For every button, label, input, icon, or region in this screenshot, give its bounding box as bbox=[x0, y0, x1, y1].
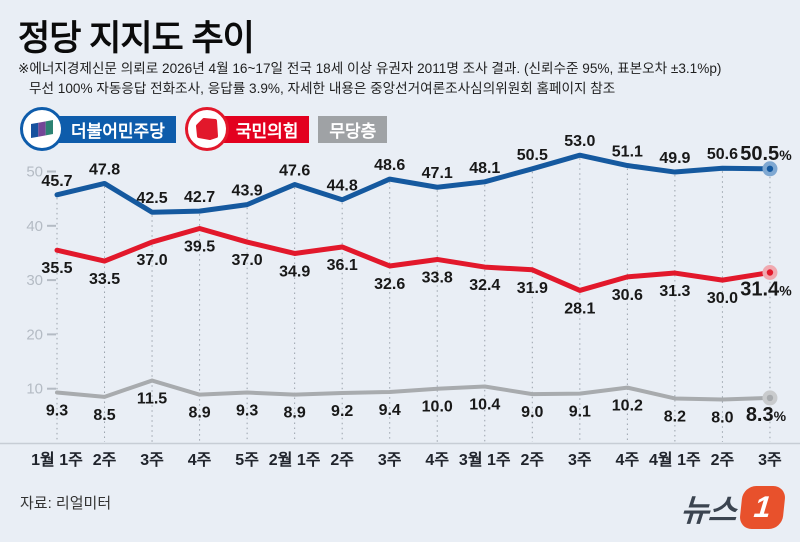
survey-note-line2: 무선 100% 자동응답 전화조사, 응답률 3.9%, 자세한 내용은 중앙선… bbox=[29, 81, 616, 96]
svg-text:11.5: 11.5 bbox=[137, 391, 167, 408]
svg-text:10.2: 10.2 bbox=[612, 398, 643, 415]
svg-text:8.2: 8.2 bbox=[664, 408, 686, 425]
svg-text:9.4: 9.4 bbox=[379, 402, 401, 419]
svg-text:36.1: 36.1 bbox=[327, 257, 358, 274]
svg-text:39.5: 39.5 bbox=[184, 239, 215, 256]
svg-text:3주: 3주 bbox=[378, 451, 402, 469]
svg-text:3주: 3주 bbox=[568, 451, 592, 469]
svg-text:47.8: 47.8 bbox=[89, 161, 120, 178]
svg-text:4주: 4주 bbox=[425, 451, 449, 469]
svg-text:51.1: 51.1 bbox=[612, 144, 643, 161]
svg-text:4월 1주: 4월 1주 bbox=[649, 451, 701, 469]
news1-logo-mark: 1 bbox=[738, 486, 787, 529]
svg-text:50: 50 bbox=[26, 164, 43, 181]
news1-logo-text: 뉴스 bbox=[679, 493, 738, 528]
svg-text:2주: 2주 bbox=[93, 451, 117, 469]
svg-text:2월 1주: 2월 1주 bbox=[269, 451, 321, 469]
svg-text:2주: 2주 bbox=[520, 451, 544, 469]
svg-text:8.9: 8.9 bbox=[284, 405, 306, 422]
svg-text:30.0: 30.0 bbox=[707, 290, 738, 307]
svg-text:3주: 3주 bbox=[758, 451, 782, 469]
legend-item-unaffiliated: 무당층 bbox=[318, 115, 388, 143]
svg-text:30: 30 bbox=[26, 272, 43, 289]
end-marker-dot bbox=[766, 269, 774, 276]
svg-text:2주: 2주 bbox=[330, 451, 354, 469]
line-더불어민주당 bbox=[54, 152, 773, 215]
people-power-party-logo-icon bbox=[184, 107, 229, 151]
svg-text:45.7: 45.7 bbox=[41, 173, 72, 190]
svg-text:44.8: 44.8 bbox=[327, 178, 358, 195]
democratic-party-logo-icon bbox=[20, 107, 64, 151]
svg-text:50.5: 50.5 bbox=[517, 147, 548, 164]
svg-text:31.3: 31.3 bbox=[659, 283, 690, 300]
svg-text:34.9: 34.9 bbox=[279, 263, 310, 280]
svg-text:37.0: 37.0 bbox=[136, 252, 167, 269]
svg-text:9.3: 9.3 bbox=[236, 403, 258, 420]
end-marker-dot bbox=[766, 165, 774, 172]
svg-text:9.0: 9.0 bbox=[521, 404, 543, 421]
x-axis-labels: 1월 1주 2주 3주 4주 5주 2월 1주 2주 3주 4주 3월 1주 2주 3주 4주 4월 1주… bbox=[31, 451, 782, 469]
svg-text:43.9: 43.9 bbox=[232, 183, 263, 200]
svg-text:50.6: 50.6 bbox=[707, 146, 738, 163]
end-marker-dot bbox=[766, 394, 774, 402]
svg-text:49.9: 49.9 bbox=[659, 150, 690, 167]
svg-text:53.0: 53.0 bbox=[564, 133, 595, 150]
svg-text:33.8: 33.8 bbox=[422, 269, 453, 286]
svg-text:2주: 2주 bbox=[711, 451, 735, 469]
svg-text:8.5: 8.5 bbox=[93, 407, 115, 424]
value-labels-무당층: 9.3 8.5 11.5 8.9 9.3 8.9 9.2 9.4 10.0 10.4 9.0 9.1 1… bbox=[46, 391, 787, 427]
svg-text:10.0: 10.0 bbox=[422, 399, 453, 416]
svg-text:20: 20 bbox=[26, 326, 43, 343]
svg-text:8.3%: 8.3% bbox=[746, 404, 787, 426]
svg-text:4주: 4주 bbox=[616, 451, 640, 469]
y-axis: 10 20 30 40 50 bbox=[26, 164, 56, 398]
svg-text:8.0: 8.0 bbox=[711, 410, 733, 427]
svg-text:50.5%: 50.5% bbox=[740, 143, 792, 165]
svg-text:37.0: 37.0 bbox=[232, 252, 263, 269]
svg-text:10.4: 10.4 bbox=[469, 397, 500, 414]
svg-text:9.3: 9.3 bbox=[46, 403, 68, 420]
svg-text:35.5: 35.5 bbox=[41, 260, 72, 277]
svg-text:31.9: 31.9 bbox=[517, 280, 548, 297]
legend: 더불어민주당 국민의힘 무당층 bbox=[20, 107, 396, 151]
line-국민의힘 bbox=[54, 226, 773, 293]
svg-text:47.1: 47.1 bbox=[422, 165, 453, 182]
svg-text:8.9: 8.9 bbox=[188, 405, 210, 422]
svg-text:30.6: 30.6 bbox=[612, 287, 643, 304]
source-label: 자료: 리얼미터 bbox=[20, 495, 112, 512]
svg-text:40: 40 bbox=[26, 218, 43, 235]
svg-text:3주: 3주 bbox=[140, 451, 164, 469]
legend-label-democratic-party: 더불어민주당 bbox=[58, 115, 176, 143]
svg-text:9.2: 9.2 bbox=[331, 403, 353, 420]
svg-text:28.1: 28.1 bbox=[564, 300, 595, 317]
survey-note-line1: ※에너지경제신문 의뢰로 2026년 4월 16~17일 전국 18세 이상 유… bbox=[18, 61, 722, 76]
svg-text:48.6: 48.6 bbox=[374, 157, 405, 174]
svg-text:32.4: 32.4 bbox=[469, 277, 500, 294]
legend-item-democratic-party: 더불어민주당 bbox=[20, 107, 176, 151]
line-무당층 bbox=[55, 378, 772, 402]
svg-text:32.6: 32.6 bbox=[374, 276, 405, 293]
svg-text:48.1: 48.1 bbox=[469, 160, 500, 177]
legend-item-people-power-party: 국민의힘 bbox=[184, 107, 310, 151]
page-title: 정당 지지도 추이 bbox=[18, 19, 255, 58]
legend-label-people-power-party: 국민의힘 bbox=[222, 115, 310, 143]
svg-text:33.5: 33.5 bbox=[89, 271, 120, 288]
survey-notes: ※에너지경제신문 의뢰로 2026년 4월 16~17일 전국 18세 이상 유… bbox=[18, 59, 796, 99]
svg-text:42.7: 42.7 bbox=[184, 189, 215, 206]
svg-text:1월 1주: 1월 1주 bbox=[31, 451, 83, 469]
svg-text:31.4%: 31.4% bbox=[740, 278, 792, 300]
value-labels-국민의힘: 35.5 33.5 37.0 39.5 37.0 34.9 36.1 32.6 33.8 32.4… bbox=[41, 239, 792, 318]
svg-text:5주: 5주 bbox=[235, 451, 259, 469]
news1-logo: 뉴스 1 bbox=[679, 485, 787, 530]
legend-label-unaffiliated: 무당층 bbox=[318, 115, 388, 143]
svg-text:4주: 4주 bbox=[188, 451, 212, 469]
svg-text:10: 10 bbox=[26, 381, 43, 398]
svg-text:42.5: 42.5 bbox=[136, 190, 167, 207]
svg-text:47.6: 47.6 bbox=[279, 163, 310, 180]
svg-text:3월 1주: 3월 1주 bbox=[459, 451, 511, 469]
svg-text:9.1: 9.1 bbox=[569, 404, 591, 421]
value-labels-더불어민주당: 45.7 47.8 42.5 42.7 43.9 47.6 44.8 48.6 47.1 48.1… bbox=[41, 133, 792, 207]
